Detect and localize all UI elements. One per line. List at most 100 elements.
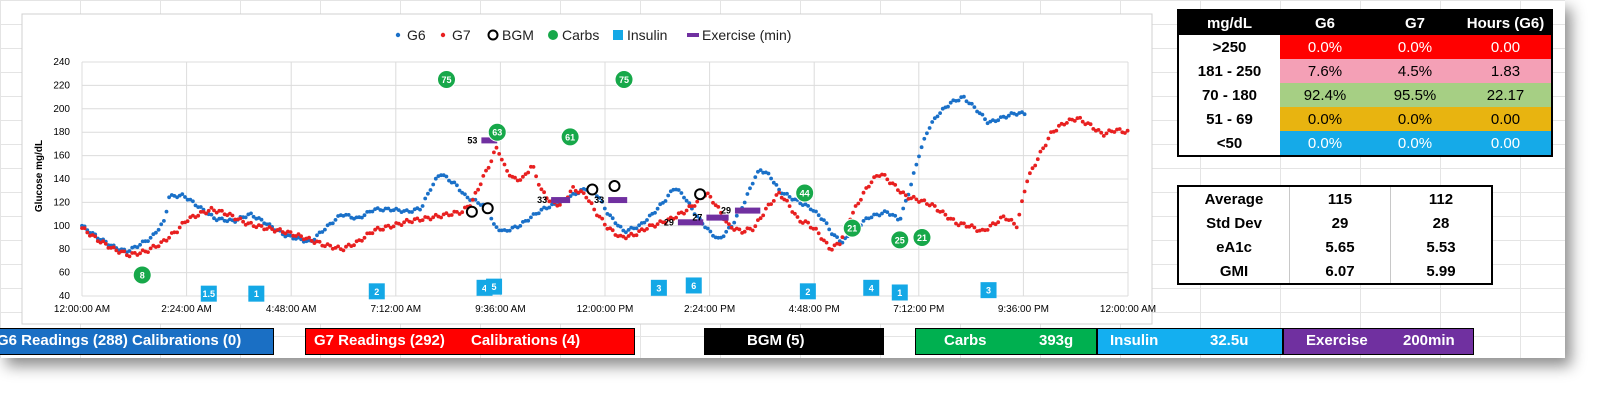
g6-point: [536, 211, 541, 216]
g6-point: [655, 206, 660, 211]
insulin-label: Insulin: [1110, 332, 1159, 349]
exercise-label: 33: [537, 195, 547, 205]
g7-point: [777, 190, 781, 195]
carb-value: 44: [800, 189, 810, 199]
g7-point: [415, 216, 420, 221]
g7-point: [494, 145, 499, 150]
g7-point: [288, 230, 293, 235]
gridlines: [81, 61, 1129, 297]
g6-point: [381, 208, 385, 213]
g7-point: [816, 231, 821, 236]
bgm-markers: [465, 180, 707, 218]
g7-point: [230, 213, 235, 218]
stat-g6: 6.07: [1289, 259, 1391, 284]
g7-point: [856, 201, 861, 206]
carb-marker: 8: [132, 265, 152, 285]
y-tick-label: 100: [53, 221, 70, 232]
g7-point: [428, 217, 433, 222]
g7-point: [1041, 146, 1045, 151]
y-tick-label: 60: [59, 268, 71, 279]
g6-point: [816, 213, 821, 218]
carb-value: 61: [565, 132, 575, 142]
time-in-range-table: mg/dL G6 G7 Hours (G6) >250 0.0% 0.0% 0.…: [1177, 9, 1553, 157]
exercise-label: 33: [594, 195, 604, 205]
g7-point: [198, 210, 203, 214]
g7-point: [444, 211, 449, 216]
g6-point: [932, 116, 937, 121]
range-label: 51 - 69: [1178, 107, 1280, 131]
g6-point: [396, 208, 401, 213]
g7-point: [352, 243, 356, 248]
g7-point: [1043, 143, 1048, 148]
bgm-marker: [694, 188, 707, 201]
insulin-square: [799, 283, 816, 300]
x-tick-label: 12:00:00 AM: [1100, 304, 1156, 315]
g7-point: [964, 224, 969, 229]
g6-point: [383, 206, 388, 211]
g6-percent: 0.0%: [1280, 107, 1370, 131]
g7-point: [410, 220, 414, 225]
stat-g7: 112: [1390, 186, 1492, 211]
g7-point: [1123, 131, 1127, 135]
g6-point: [893, 213, 898, 218]
g6-point: [410, 210, 414, 214]
insulin-value: 3: [986, 286, 991, 296]
g7-point: [592, 207, 597, 212]
g6-point: [183, 195, 187, 199]
carb-marker: 25: [890, 230, 910, 250]
g6-point: [209, 212, 214, 217]
g7-point: [653, 224, 657, 229]
g6-point: [983, 117, 987, 122]
g7-point: [473, 190, 478, 195]
stat-g6: 115: [1289, 186, 1391, 211]
g6-percent: 0.0%: [1280, 35, 1370, 59]
g7-point: [362, 235, 367, 240]
x-tick-label: 7:12:00 AM: [371, 304, 422, 315]
insulin-value: 1.5: [203, 289, 216, 299]
g6-point: [969, 101, 974, 106]
g7-point: [1057, 123, 1061, 128]
insulin-marker: 2: [368, 283, 385, 300]
g6-point: [455, 183, 459, 188]
carb-circle: [842, 218, 862, 238]
g7-point: [1054, 128, 1059, 133]
g6-point: [832, 233, 837, 238]
insulin-square: [685, 277, 702, 294]
insulin-square: [248, 285, 265, 302]
g7-point: [774, 193, 779, 197]
g7-point: [135, 253, 140, 257]
g7-point: [663, 220, 668, 225]
g7-point: [737, 227, 742, 232]
g6-percent: 92.4%: [1280, 83, 1370, 107]
g6-point: [750, 181, 755, 186]
carb-value: 63: [492, 128, 502, 138]
g7-percent: 95.5%: [1370, 83, 1460, 107]
g6-point: [822, 218, 826, 223]
g7-point: [177, 225, 182, 230]
carb-marker: 44: [795, 183, 815, 203]
g6-point: [154, 230, 158, 235]
g6-point: [663, 199, 668, 203]
g7-point: [159, 240, 164, 245]
g7-point: [756, 218, 760, 223]
g6-percent: 0.0%: [1280, 131, 1370, 156]
g7-point: [837, 242, 842, 247]
range-table-header: mg/dL G6 G7 Hours (G6): [1178, 10, 1552, 35]
g7-point: [993, 222, 998, 227]
g6-point: [766, 171, 771, 176]
g7-point: [956, 223, 961, 228]
carbs-value: 393g: [1039, 332, 1074, 349]
exercise-bar: [734, 207, 761, 214]
g6-point: [938, 111, 942, 115]
range-label: >250: [1178, 35, 1280, 59]
g7-point: [204, 211, 209, 216]
g6-point: [146, 239, 150, 244]
carb-value: 8: [140, 270, 145, 280]
g6-point: [465, 195, 470, 200]
g6-point: [140, 239, 145, 244]
g7-point: [307, 235, 311, 240]
g6-point: [919, 145, 924, 150]
stat-label: Std Dev: [1178, 211, 1290, 235]
carb-marker: 61: [560, 127, 580, 147]
g7-point: [127, 254, 132, 259]
